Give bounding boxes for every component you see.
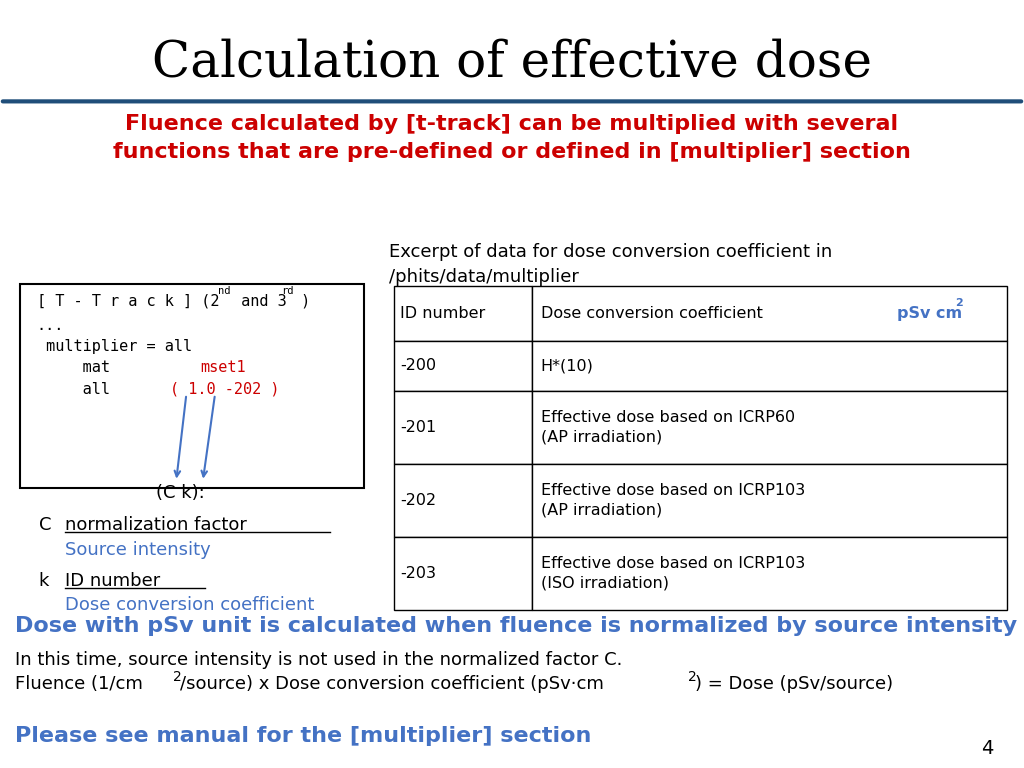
Text: nd: nd: [218, 286, 230, 296]
Text: Effective dose based on ICRP103
(AP irradiation): Effective dose based on ICRP103 (AP irra…: [541, 483, 805, 518]
Text: [ T - T r a c k ] (2: [ T - T r a c k ] (2: [37, 293, 219, 309]
Bar: [394, 391, 532, 464]
Bar: [532, 286, 1007, 341]
Bar: [394, 537, 532, 610]
Text: H*(10): H*(10): [541, 359, 594, 373]
Text: Dose with pSv unit is calculated when fluence is normalized by source intensity: Dose with pSv unit is calculated when fl…: [15, 616, 1018, 636]
Text: Effective dose based on ICRP60
(AP irradiation): Effective dose based on ICRP60 (AP irrad…: [541, 410, 795, 445]
Text: 4: 4: [981, 740, 993, 758]
Text: Fluence calculated by [t-track] can be multiplied with several
functions that ar: Fluence calculated by [t-track] can be m…: [113, 114, 911, 162]
Bar: [394, 341, 532, 391]
Text: Dose conversion coefficient: Dose conversion coefficient: [65, 596, 314, 614]
Text: pSv cm: pSv cm: [897, 306, 963, 321]
Text: ID number: ID number: [400, 306, 485, 321]
Text: -200: -200: [400, 359, 436, 373]
Text: 2: 2: [955, 298, 964, 309]
Bar: [20, 284, 364, 488]
Text: 2: 2: [688, 670, 697, 684]
Text: rd: rd: [282, 286, 294, 296]
Text: -202: -202: [400, 493, 436, 508]
Text: 2: 2: [173, 670, 182, 684]
Text: Dose conversion coefficient: Dose conversion coefficient: [541, 306, 778, 321]
Text: Effective dose based on ICRP103
(ISO irradiation): Effective dose based on ICRP103 (ISO irr…: [541, 556, 805, 591]
Bar: [532, 391, 1007, 464]
Text: k: k: [39, 571, 60, 590]
Text: ID number: ID number: [65, 571, 160, 590]
Text: mset1: mset1: [201, 360, 247, 376]
Text: ( 1.0 -202 ): ( 1.0 -202 ): [170, 382, 280, 397]
Text: ) = Dose (pSv/source): ) = Dose (pSv/source): [695, 674, 893, 693]
Bar: [532, 464, 1007, 537]
Text: all: all: [37, 382, 110, 397]
Text: C: C: [39, 516, 57, 535]
Text: Fluence (1/cm: Fluence (1/cm: [15, 674, 143, 693]
Bar: [532, 537, 1007, 610]
Text: Source intensity: Source intensity: [65, 541, 210, 559]
Text: ...: ...: [37, 318, 65, 333]
Text: Calculation of effective dose: Calculation of effective dose: [152, 38, 872, 88]
Bar: [394, 286, 532, 341]
Text: multiplier = all: multiplier = all: [37, 339, 191, 354]
Text: and 3: and 3: [232, 293, 287, 309]
Text: mat: mat: [37, 360, 110, 376]
Text: ): ): [292, 293, 310, 309]
Text: In this time, source intensity is not used in the normalized factor C.: In this time, source intensity is not us…: [15, 651, 623, 670]
Text: Please see manual for the [multiplier] section: Please see manual for the [multiplier] s…: [15, 726, 592, 746]
Text: Excerpt of data for dose conversion coefficient in
/phits/data/multiplier: Excerpt of data for dose conversion coef…: [389, 243, 833, 286]
Text: normalization factor: normalization factor: [65, 516, 247, 535]
Bar: [394, 464, 532, 537]
Text: (C k):: (C k):: [156, 484, 205, 502]
Text: /source) x Dose conversion coefficient (pSv·cm: /source) x Dose conversion coefficient (…: [180, 674, 604, 693]
Text: -203: -203: [400, 566, 436, 581]
Text: -201: -201: [400, 420, 436, 435]
Bar: [532, 341, 1007, 391]
